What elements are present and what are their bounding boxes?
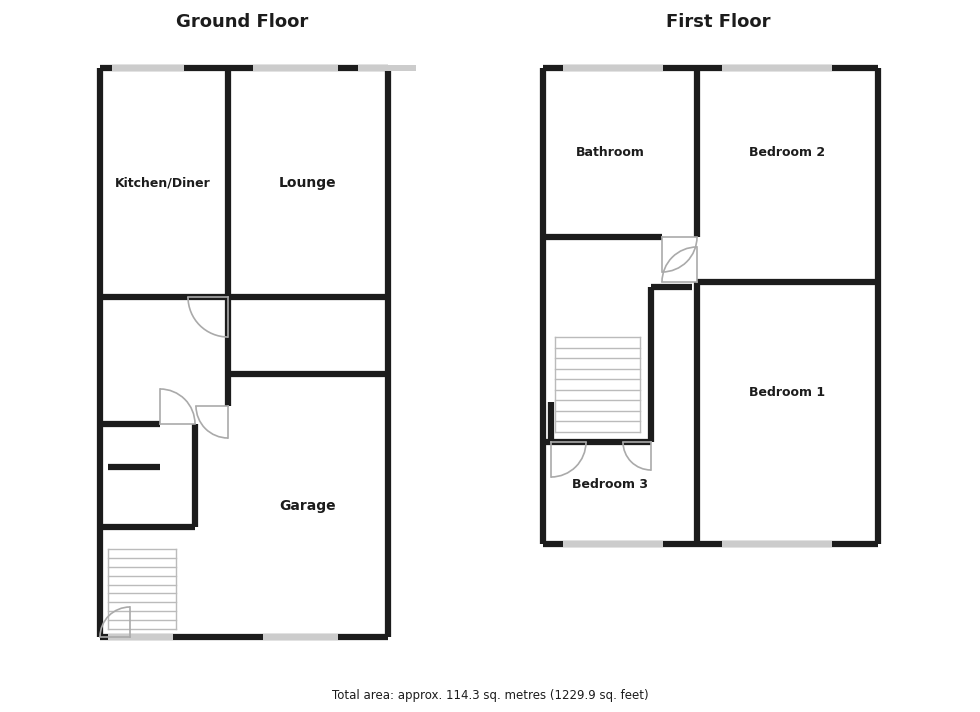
Bar xyxy=(722,65,832,71)
Text: Kitchen/Diner: Kitchen/Diner xyxy=(115,177,211,189)
Text: Bedroom 1: Bedroom 1 xyxy=(749,387,825,399)
Text: Total area: approx. 114.3 sq. metres (1229.9 sq. feet): Total area: approx. 114.3 sq. metres (12… xyxy=(331,689,649,703)
Text: Lounge: Lounge xyxy=(279,176,337,190)
Bar xyxy=(112,65,184,71)
Bar xyxy=(563,541,663,547)
Text: Garage: Garage xyxy=(279,499,336,513)
Bar xyxy=(722,541,832,547)
Text: Bedroom 3: Bedroom 3 xyxy=(572,478,648,491)
Text: Bedroom 2: Bedroom 2 xyxy=(749,147,825,159)
Text: Bathroom: Bathroom xyxy=(575,147,645,159)
Bar xyxy=(563,65,663,71)
Bar xyxy=(108,634,173,640)
Text: Ground Floor: Ground Floor xyxy=(175,13,308,31)
Bar xyxy=(263,634,338,640)
Bar xyxy=(358,65,416,71)
Text: First Floor: First Floor xyxy=(665,13,770,31)
Bar xyxy=(253,65,338,71)
